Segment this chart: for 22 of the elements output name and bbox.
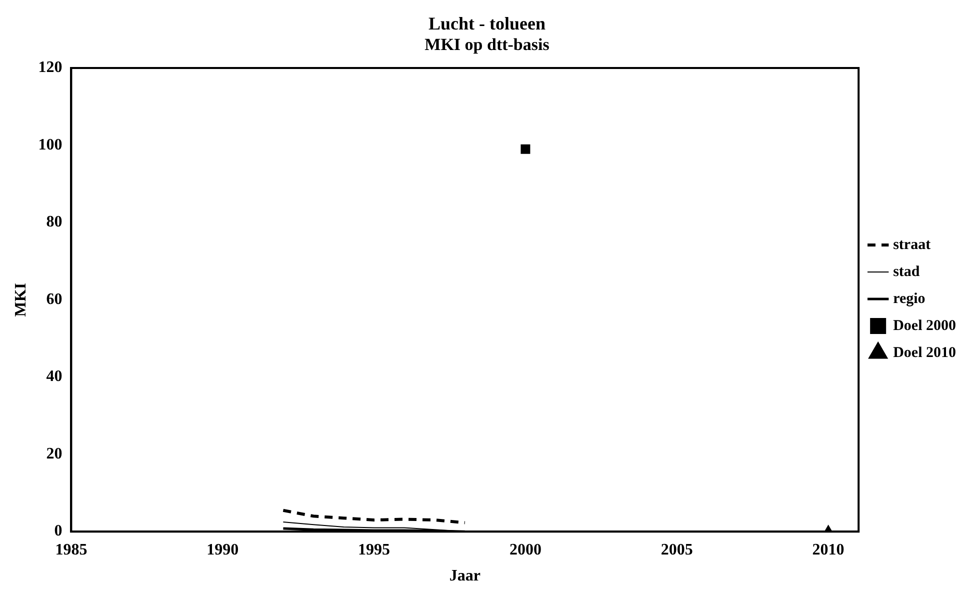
y-tick-label: 120 <box>38 59 62 76</box>
legend-label: Doel 2010 <box>893 344 956 361</box>
chart-subtitle: MKI op dtt-basis <box>424 35 550 54</box>
x-tick-label: 1995 <box>358 541 390 558</box>
y-tick-label: 40 <box>46 368 62 386</box>
y-tick-label: 60 <box>46 290 62 308</box>
x-axis-title: Jaar <box>449 568 480 585</box>
x-tick-label: 1985 <box>55 541 88 558</box>
y-tick-label: 20 <box>46 445 62 462</box>
y-tick-label: 0 <box>54 522 62 540</box>
legend-label: regio <box>893 290 926 307</box>
legend-label: stad <box>893 264 920 280</box>
x-tick-label: 1990 <box>206 541 239 558</box>
x-tick-label: 2000 <box>509 541 542 558</box>
legend-label: Doel 2000 <box>893 318 956 334</box>
x-tick-label: 2005 <box>660 541 693 558</box>
x-tick-label: 2010 <box>812 541 844 558</box>
chart-title: Lucht - tolueen <box>428 13 546 34</box>
y-tick-label: 100 <box>38 136 62 154</box>
y-tick-label: 80 <box>46 214 62 231</box>
y-axis-title: MKI <box>12 282 30 317</box>
legend-label: straat <box>893 236 931 253</box>
